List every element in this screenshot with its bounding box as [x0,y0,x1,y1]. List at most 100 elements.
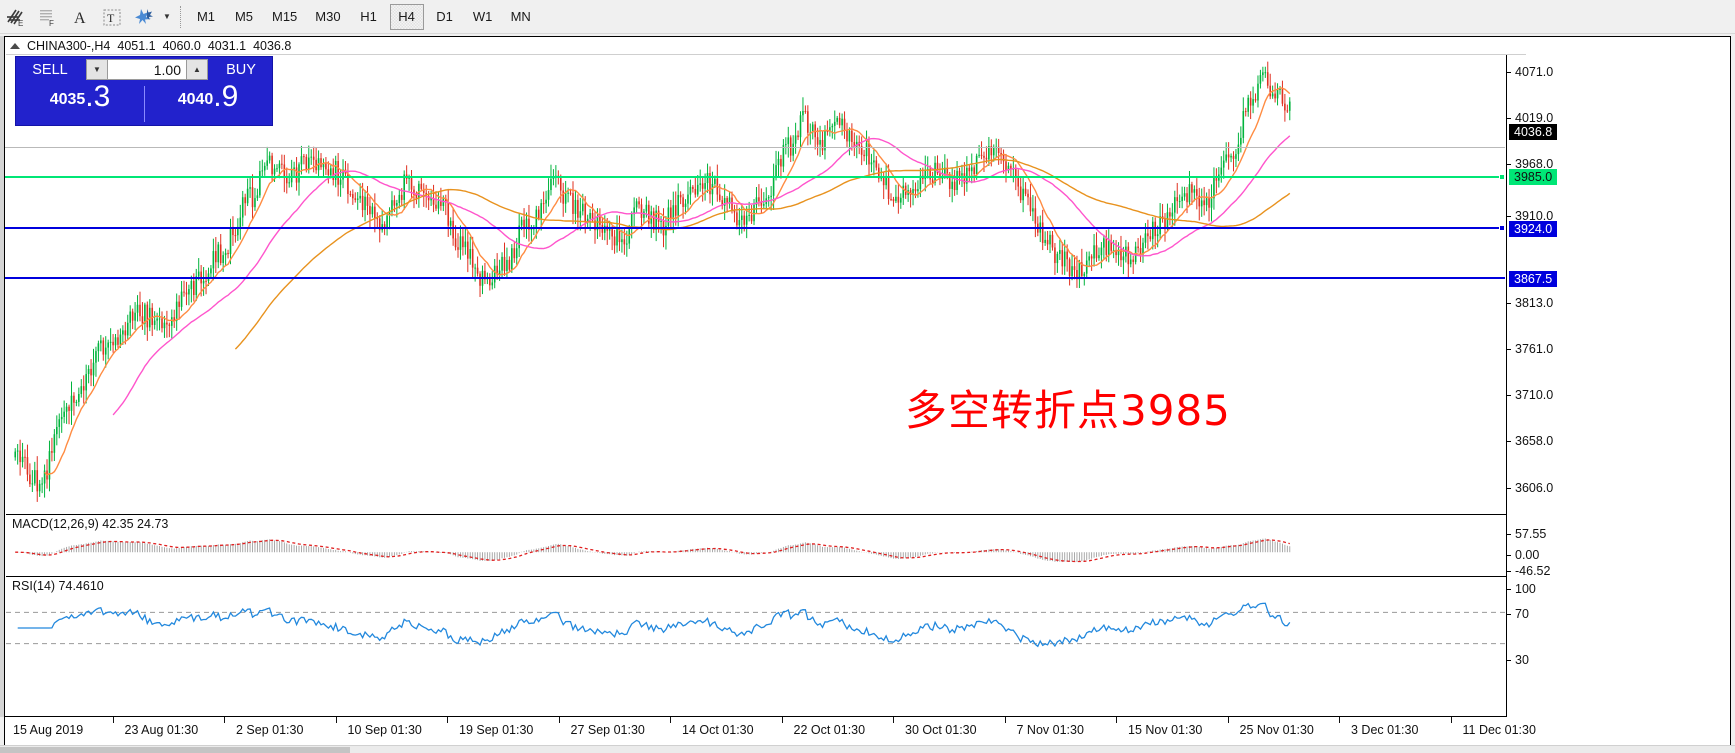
sell-price[interactable]: 4035.3 [16,82,144,126]
time-label-13: 11 Dec 01:30 [1462,723,1536,737]
sell-price-decimal: .3 [85,80,111,113]
rsi-tick-30: 30 [1507,653,1529,667]
rsi-tick-70: 70 [1507,607,1529,621]
collapse-arrow-icon[interactable] [10,43,20,49]
chart-annotation-text[interactable]: 多空转折点3985 [905,386,1231,435]
text-icon[interactable]: A [64,2,96,32]
svg-text:A: A [74,10,86,27]
time-tick-1 [112,717,114,723]
symbol-quote-bar: CHINA300-,H4 4051.1 4060.0 4031.1 4036.8 [6,38,1526,55]
price-badge-3985-0[interactable]: 3985.0 [1509,169,1558,185]
rsi-tick-100: 100 [1507,582,1536,596]
price-badge-4036-8[interactable]: 4036.8 [1509,124,1558,140]
timeframe-h4[interactable]: H4 [389,3,424,30]
buy-price-decimal: .9 [213,80,239,113]
time-label-12: 3 Dec 01:30 [1351,723,1419,737]
timeframe-m5[interactable]: M5 [234,9,254,24]
price-tick-3658-0: 3658.0 [1507,434,1553,448]
rsi-label: RSI(14) 74.4610 [12,579,104,593]
quote-close: 4036.8 [253,39,292,53]
price-tick-3606-0: 3606.0 [1507,481,1553,495]
time-tick-6 [670,717,671,723]
level-handle-3924[interactable] [1499,225,1505,231]
time-tick-2 [224,717,225,723]
price-axis[interactable]: 4071.0 4019.0 3968.0 3910.0 3813.0 3761.0 3710… [1506,38,1730,717]
volume-up-icon[interactable]: ▲ [186,59,208,80]
timeframe-mn[interactable]: MN [510,9,531,24]
macd-tick-0: 57.55 [1507,527,1546,541]
chart-right-rail[interactable] [1731,36,1735,717]
price-tick-4019-0: 4019.0 [1507,111,1553,125]
timeframe-w1[interactable]: W1 [472,9,493,24]
time-label-7: 22 Oct 01:30 [793,723,866,737]
rsi-pane[interactable]: RSI(14) 74.4610 [6,576,1506,674]
level-line-3985[interactable] [5,174,1505,180]
price-pane[interactable] [6,55,1506,511]
timeframe-m30[interactable]: M30 [315,9,341,24]
svg-text:F: F [49,19,54,28]
time-tick-11 [1227,717,1229,723]
timeframe-m1[interactable]: M1 [196,9,216,24]
time-tick-12 [1339,717,1340,723]
sell-button[interactable]: SELL [16,57,84,82]
time-tick-3 [335,717,337,723]
time-label-10: 15 Nov 01:30 [1128,723,1203,737]
time-tick-10 [1116,717,1117,723]
macd-tick-2: -46.52 [1507,564,1550,578]
quote-low: 4031.1 [207,39,247,53]
volume-input[interactable]: 1.00 [108,59,186,80]
text-label-icon[interactable]: T [96,2,128,32]
rsi-plot [6,602,1506,648]
buy-price-integer: 4040 [177,91,214,108]
trade-panel-prices: 4035.3 4040.9 [16,82,272,126]
objects-icon[interactable] [128,2,160,32]
chart-toolbar: E F A T [0,0,1735,34]
volume-stepper[interactable]: ▼ 1.00 ▲ [84,57,210,82]
macd-tick-1: 0.00 [1507,548,1539,562]
time-label-8: 30 Oct 01:30 [905,723,977,737]
symbol-label: CHINA300-,H4 [27,39,111,53]
objects-dropdown-caret-icon[interactable]: ▼ [163,12,171,21]
time-label-9: 7 Nov 01:30 [1016,723,1084,737]
volume-down-icon[interactable]: ▼ [86,59,108,80]
chart-left-rail[interactable] [0,36,4,717]
buy-button[interactable]: BUY [210,57,272,82]
level-handle-3985[interactable] [1499,174,1505,180]
trade-panel-controls: SELL ▼ 1.00 ▲ BUY [16,57,272,82]
scrollbar-thumb[interactable] [0,747,350,753]
price-tick-3710-0: 3710.0 [1507,388,1553,402]
price-badge-3924-0[interactable]: 3924.0 [1509,221,1558,237]
time-tick-5 [558,717,560,723]
price-tick-3968-0: 3968.0 [1507,157,1553,171]
templates-icon[interactable]: F [32,2,64,32]
macd-plot [15,538,1291,563]
quote-high: 4060.0 [162,39,201,53]
svg-text:E: E [18,19,23,28]
horizontal-scrollbar[interactable] [0,745,1735,753]
time-tick-7 [781,717,783,723]
price-tick-3910-0: 3910.0 [1507,209,1553,223]
timeframe-h1[interactable]: H1 [360,9,377,24]
time-label-5: 27 Sep 01:30 [570,723,645,737]
price-badge-3867-5[interactable]: 3867.5 [1509,271,1558,287]
timeframe-m15[interactable]: M15 [272,9,298,24]
macd-pane[interactable]: MACD(12,26,9) 42.35 24.73 [6,514,1506,574]
timeframe-d1[interactable]: D1 [436,9,453,24]
svg-text:T: T [107,11,115,25]
time-axis[interactable]: 15 Aug 2019 23 Aug 01:30 2 Sep 01:30 10 Sep… [4,717,1731,747]
time-label-6: 14 Oct 01:30 [682,723,754,737]
price-tick-3813-0: 3813.0 [1507,296,1553,310]
indicators-icon[interactable]: E [0,2,32,32]
time-tick-4 [447,717,448,723]
time-tick-13 [1450,717,1452,723]
chart-area[interactable]: CHINA300-,H4 4051.1 4060.0 4031.1 4036.8… [4,36,1731,717]
level-line-3867[interactable] [5,277,1505,279]
one-click-trading-panel[interactable]: SELL ▼ 1.00 ▲ BUY 4035.3 4040.9 [15,56,273,126]
level-line-3924[interactable] [5,225,1505,231]
time-label-11: 25 Nov 01:30 [1239,723,1314,737]
buy-price[interactable]: 4040.9 [144,82,272,126]
time-label-4: 19 Sep 01:30 [459,723,534,737]
time-tick-8 [893,717,894,723]
toolbar-separator [180,5,181,28]
timeframe-group: M1 M5 M15 M30 H1 H4 D1 W1 MN [187,3,540,30]
